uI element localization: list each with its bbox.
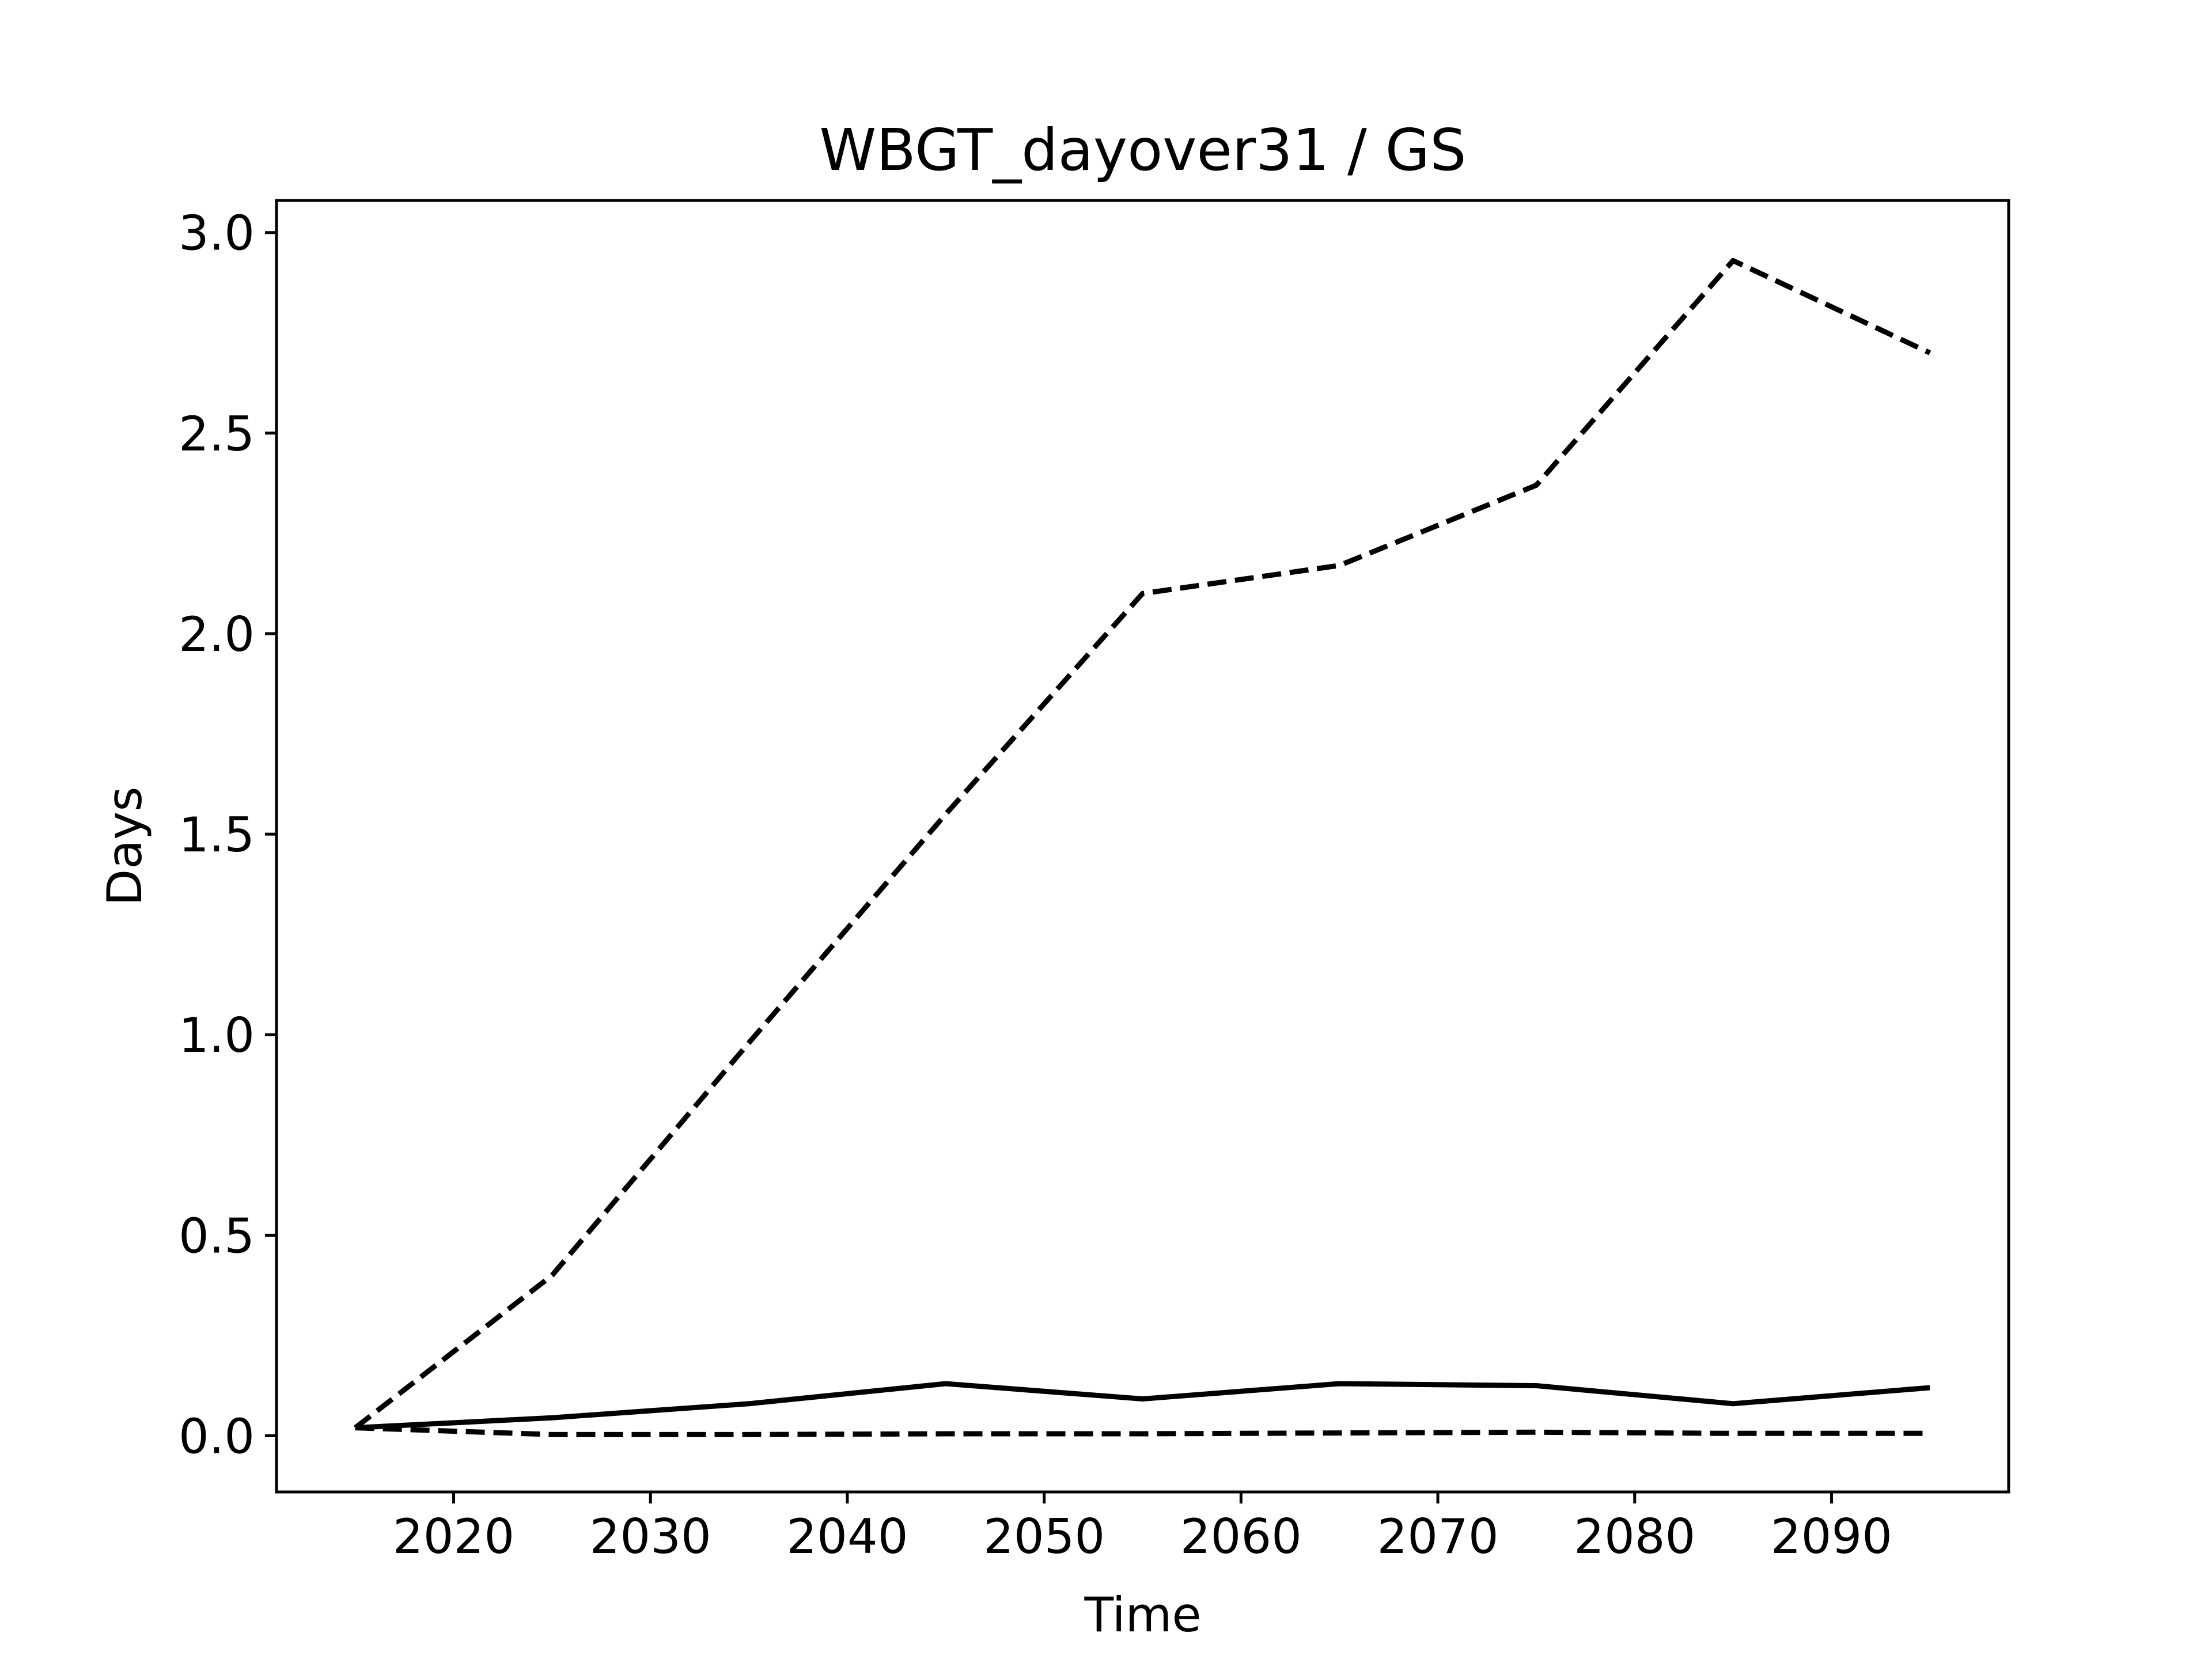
x-axis-ticks: 2020 2030 2040 2050 2060 2070 2080 2090 (393, 1492, 1892, 1565)
x-tick-label: 2020 (393, 1509, 514, 1565)
series-layer (353, 257, 1931, 1437)
y-tick-label: 1.0 (179, 1007, 255, 1063)
series-line-2 (355, 1381, 1930, 1431)
x-axis-title: Time (1084, 1587, 1201, 1643)
y-tick-label: 0.5 (179, 1208, 255, 1264)
x-tick-label: 2090 (1771, 1509, 1892, 1565)
series-line-1 (353, 257, 1931, 1430)
x-tick-label: 2080 (1574, 1509, 1695, 1565)
y-tick-label: 1.5 (179, 807, 255, 863)
x-tick-label: 2050 (983, 1509, 1105, 1565)
chart-title: WBGT_dayover31 / GS (819, 116, 1466, 184)
x-tick-label: 2040 (786, 1509, 908, 1565)
series-line-3 (355, 1425, 1930, 1437)
x-tick-label: 2070 (1377, 1509, 1498, 1565)
y-axis-ticks: 0.0 0.5 1.0 1.5 2.0 2.5 3.0 (179, 206, 276, 1465)
y-tick-label: 3.0 (179, 206, 255, 262)
y-axis-title: Days (97, 786, 153, 906)
x-tick-label: 2030 (590, 1509, 711, 1565)
y-tick-label: 0.0 (179, 1409, 255, 1465)
x-tick-label: 2060 (1180, 1509, 1302, 1565)
y-tick-label: 2.5 (179, 406, 255, 462)
plot-frame (275, 199, 2010, 1494)
y-tick-label: 2.0 (179, 607, 255, 662)
